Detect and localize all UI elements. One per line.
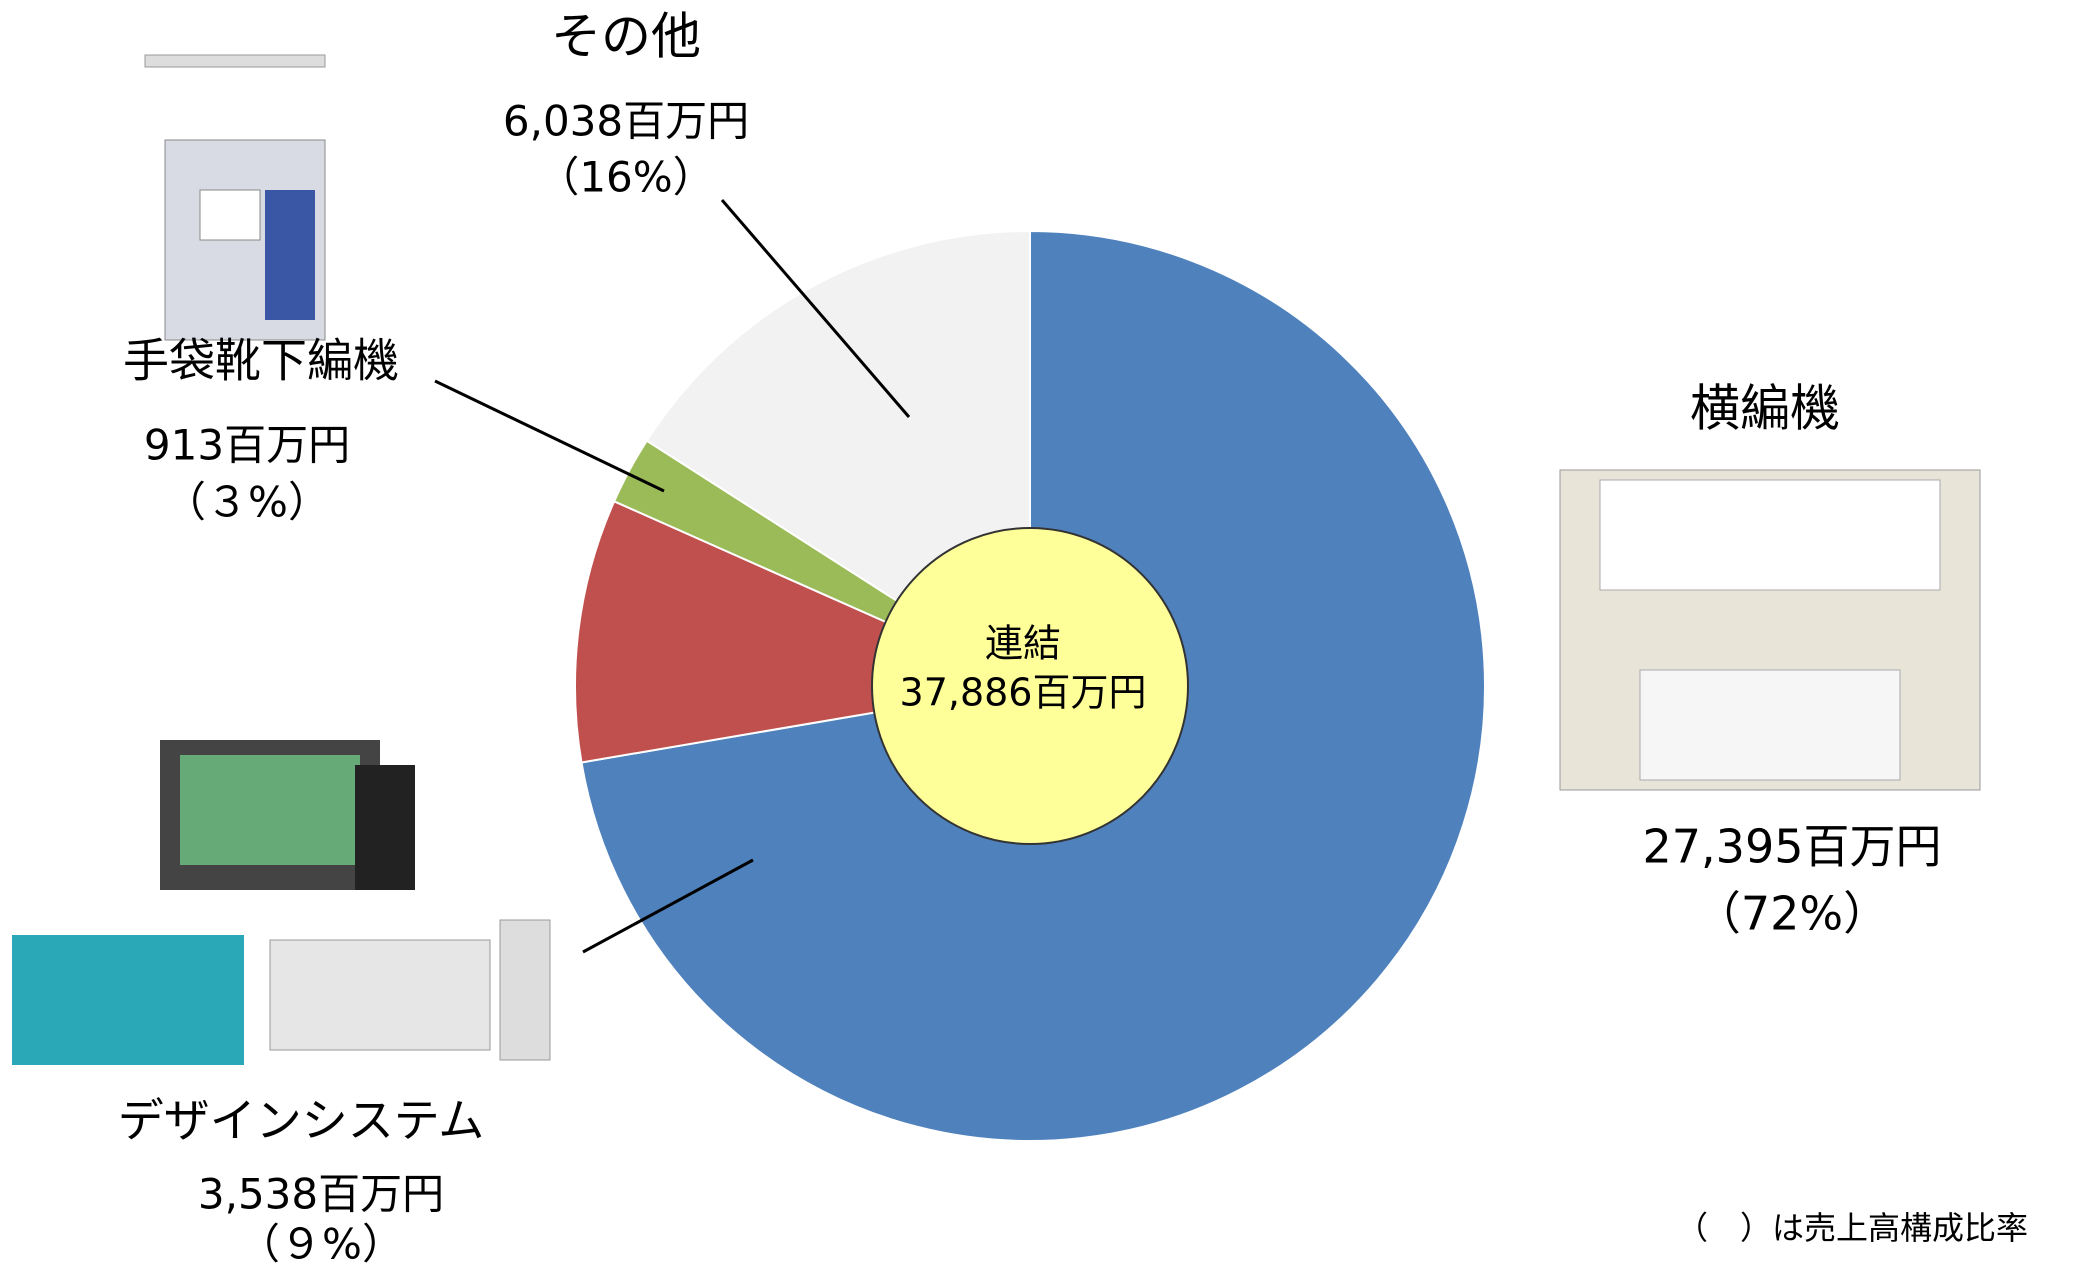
leader-line [434,379,665,493]
slice-name: 横編機 [1690,380,1840,438]
glove-machine-image [144,54,326,341]
center-label: 連結 [985,622,1061,666]
total-label: 37,886百万円 [900,671,1147,715]
percent-label: （72%） [1695,887,1889,941]
value-label: 6,038百万円 [503,97,749,146]
value-label: 913百万円 [144,421,350,470]
percent-label: （16%） [537,153,714,202]
leader-line [582,858,754,954]
value-label: 3,538百万円 [198,1170,444,1219]
slice-name: デザインシステム [118,1094,485,1148]
value-label: 27,395百万円 [1643,820,1942,874]
percent-label: （９%） [238,1220,404,1266]
note: （ ）は売上高構成比率 [1676,1209,2028,1247]
center-circle [871,527,1189,845]
percent-label: （３%） [164,478,330,527]
slice-name: 手袋靴下編機 [123,334,399,388]
slice-name: その他 [551,8,701,66]
flat-knitting-machine-image [1559,469,1981,791]
design-system-image [12,740,551,1065]
leader-line [720,199,911,418]
